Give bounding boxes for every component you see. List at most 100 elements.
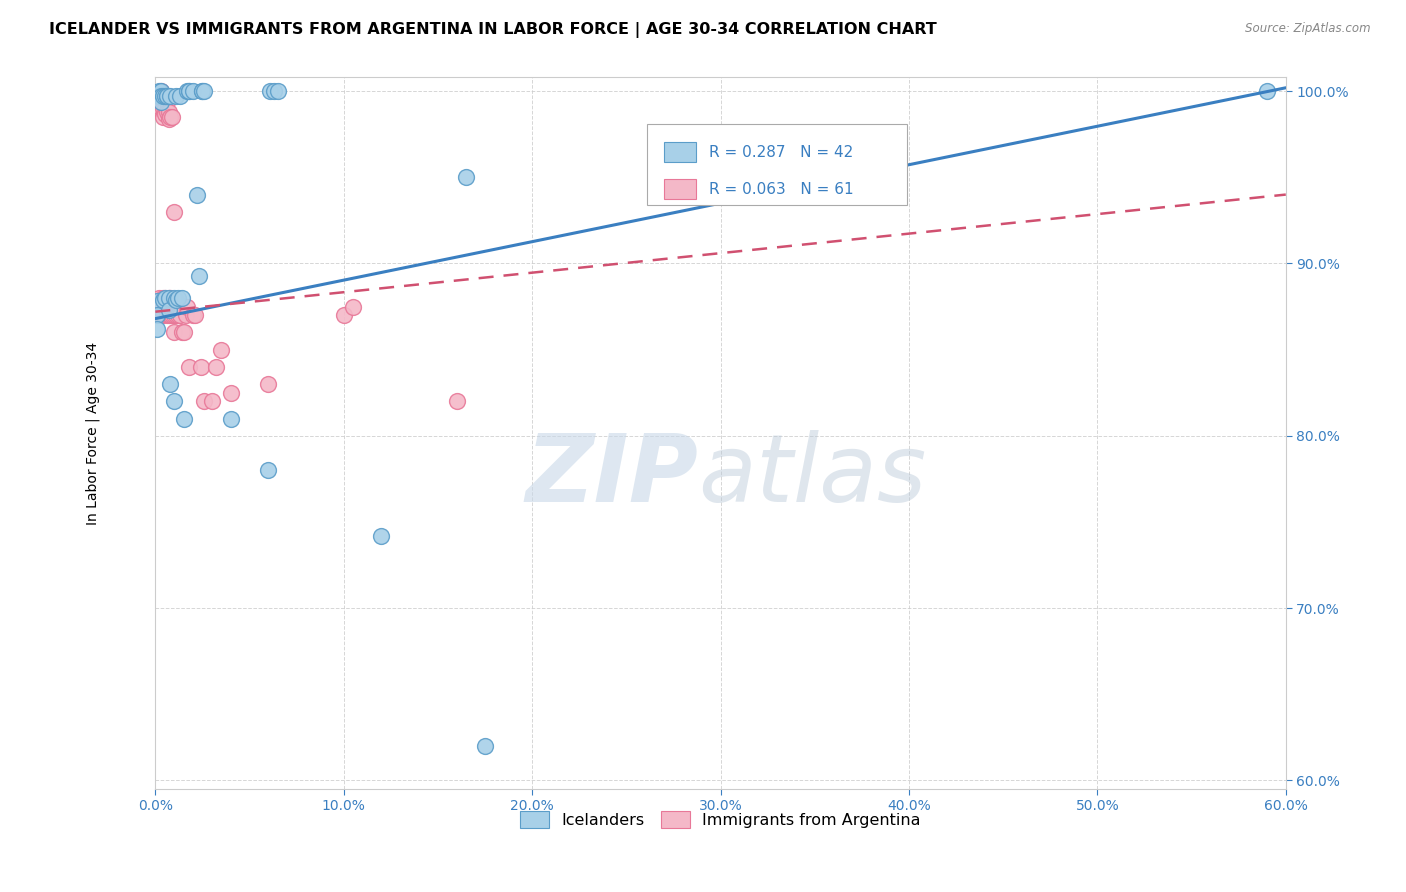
Point — [153, 291, 176, 305]
Point — [162, 308, 184, 322]
Point — [263, 84, 285, 98]
Point — [159, 308, 181, 322]
Point — [156, 308, 179, 322]
Point — [159, 377, 181, 392]
Point — [146, 89, 169, 103]
Point — [446, 394, 468, 409]
Point — [156, 95, 179, 109]
Point — [146, 95, 169, 109]
Point — [157, 291, 180, 305]
Point — [150, 84, 173, 98]
Point — [159, 89, 181, 103]
Point — [191, 84, 214, 98]
Text: Source: ZipAtlas.com: Source: ZipAtlas.com — [1246, 22, 1371, 36]
Point — [456, 170, 478, 185]
Point — [257, 377, 280, 392]
Point — [152, 89, 174, 103]
Point — [170, 326, 193, 340]
Point — [332, 308, 354, 322]
Point — [193, 394, 215, 409]
Point — [152, 293, 174, 307]
Point — [169, 308, 191, 322]
Point — [267, 84, 290, 98]
Point — [179, 84, 201, 98]
Point — [150, 308, 173, 322]
Point — [179, 359, 201, 374]
Point — [157, 308, 180, 322]
Point — [257, 463, 280, 477]
Point — [150, 102, 173, 116]
Point — [153, 89, 176, 103]
Text: ZIP: ZIP — [524, 430, 697, 522]
Point — [152, 291, 174, 305]
Point — [163, 204, 186, 219]
Point — [474, 739, 496, 753]
Text: R = 0.287   N = 42: R = 0.287 N = 42 — [709, 145, 853, 160]
Point — [157, 303, 180, 318]
Point — [179, 84, 201, 98]
Y-axis label: In Labor Force | Age 30-34: In Labor Force | Age 30-34 — [86, 342, 100, 524]
Point — [186, 187, 208, 202]
Point — [259, 84, 281, 98]
Point — [156, 104, 179, 119]
Point — [165, 293, 187, 307]
Legend: Icelanders, Immigrants from Argentina: Icelanders, Immigrants from Argentina — [513, 805, 928, 834]
Point — [370, 529, 392, 543]
Point — [174, 308, 197, 322]
Point — [152, 110, 174, 124]
Point — [146, 102, 169, 116]
Point — [152, 102, 174, 116]
Point — [148, 89, 170, 103]
Point — [152, 300, 174, 314]
Text: ICELANDER VS IMMIGRANTS FROM ARGENTINA IN LABOR FORCE | AGE 30-34 CORRELATION CH: ICELANDER VS IMMIGRANTS FROM ARGENTINA I… — [49, 22, 936, 38]
Point — [146, 294, 169, 309]
Point — [146, 322, 169, 336]
Point — [342, 300, 364, 314]
Text: atlas: atlas — [697, 430, 927, 521]
Point — [148, 84, 170, 98]
Point — [176, 84, 198, 98]
Point — [150, 95, 173, 109]
Point — [209, 343, 232, 357]
Point — [190, 359, 212, 374]
Point — [181, 308, 204, 322]
Point — [148, 102, 170, 116]
Point — [157, 104, 180, 119]
Point — [150, 89, 173, 103]
Point — [219, 385, 242, 400]
Point — [163, 308, 186, 322]
Point — [146, 308, 169, 322]
Point — [148, 89, 170, 103]
Point — [219, 411, 242, 425]
Point — [165, 308, 187, 322]
Point — [170, 291, 193, 305]
Point — [148, 291, 170, 305]
FancyBboxPatch shape — [664, 179, 696, 199]
Point — [169, 89, 191, 103]
Point — [176, 300, 198, 314]
Point — [156, 89, 179, 103]
Point — [184, 308, 207, 322]
Point — [159, 110, 181, 124]
Point — [152, 308, 174, 322]
Point — [163, 291, 186, 305]
FancyBboxPatch shape — [647, 124, 907, 205]
Point — [173, 411, 195, 425]
Point — [201, 394, 224, 409]
Point — [191, 84, 214, 98]
Point — [165, 89, 187, 103]
Point — [150, 84, 173, 98]
Point — [157, 291, 180, 305]
Point — [153, 89, 176, 103]
Point — [150, 95, 173, 109]
Point — [156, 89, 179, 103]
Point — [152, 89, 174, 103]
Point — [167, 291, 190, 305]
Point — [1256, 84, 1278, 98]
Point — [150, 89, 173, 103]
Point — [193, 84, 215, 98]
Point — [181, 84, 204, 98]
Point — [162, 110, 184, 124]
Point — [1312, 747, 1334, 762]
Text: R = 0.063   N = 61: R = 0.063 N = 61 — [709, 182, 853, 196]
